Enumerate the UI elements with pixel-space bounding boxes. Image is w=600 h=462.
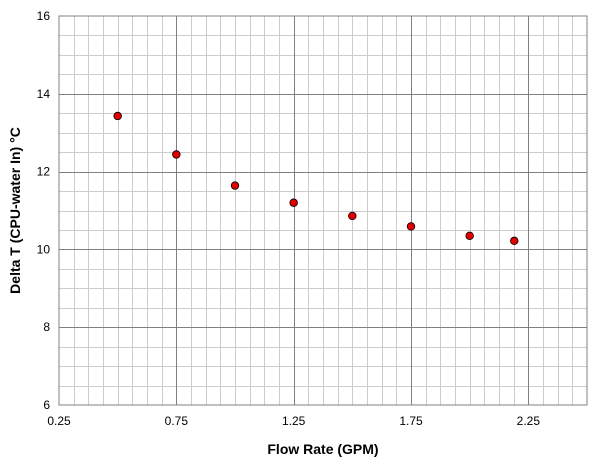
data-point bbox=[510, 236, 519, 246]
y-axis-tick-labels: 6 8 10 12 14 16 bbox=[37, 9, 51, 412]
plot-area-frame bbox=[58, 15, 588, 406]
y-tick-label: 12 bbox=[37, 165, 51, 179]
data-point bbox=[465, 231, 474, 240]
x-tick-label: 0.25 bbox=[47, 414, 71, 428]
major-gridlines bbox=[59, 16, 587, 405]
data-point bbox=[230, 181, 240, 190]
data-point bbox=[113, 111, 122, 121]
x-axis-title: Flow Rate (GPM) bbox=[267, 441, 378, 457]
minor-gridlines bbox=[59, 16, 587, 405]
x-tick-label: 1.75 bbox=[399, 414, 423, 428]
y-tick-label: 14 bbox=[37, 87, 51, 101]
y-tick-label: 10 bbox=[37, 242, 51, 256]
data-point bbox=[172, 150, 181, 159]
data-point bbox=[289, 198, 298, 207]
data-point bbox=[406, 222, 416, 231]
x-axis-tick-labels: 0.25 0.75 1.25 1.75 2.25 bbox=[47, 414, 540, 428]
x-tick-label: 0.75 bbox=[165, 414, 189, 428]
y-axis-title: Delta T (CPU-water In) °C bbox=[7, 127, 23, 294]
y-tick-label: 16 bbox=[37, 9, 51, 23]
data-points bbox=[113, 111, 519, 246]
x-tick-label: 2.25 bbox=[517, 414, 541, 428]
y-tick-label: 6 bbox=[43, 398, 50, 412]
x-tick-label: 1.25 bbox=[282, 414, 306, 428]
data-point bbox=[348, 211, 357, 221]
y-tick-label: 8 bbox=[43, 320, 50, 334]
